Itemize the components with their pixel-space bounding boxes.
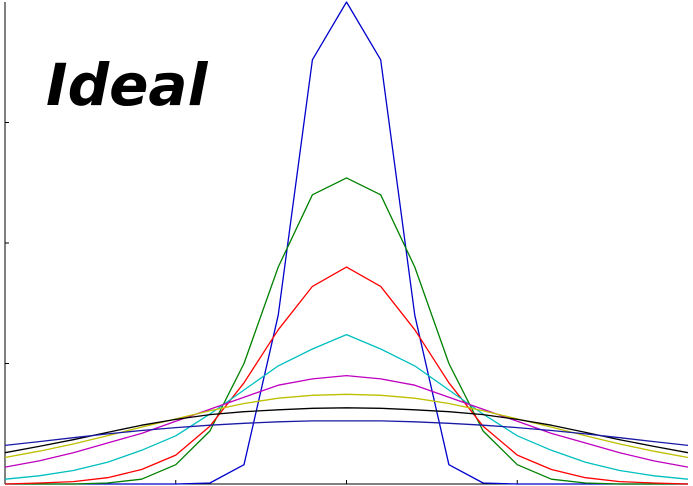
- chart-title: Ideal: [46, 51, 209, 119]
- series-line-2: [5, 177, 688, 485]
- series-line-4: [4, 333, 689, 480]
- series-line-5: [4, 374, 689, 468]
- series-line-8: [4, 420, 689, 447]
- series-line-3: [4, 266, 689, 485]
- series-line-7: [4, 407, 689, 454]
- series-line-1: [5, 1, 688, 485]
- series-lines: [4, 1, 689, 485]
- series-line-6: [4, 393, 689, 459]
